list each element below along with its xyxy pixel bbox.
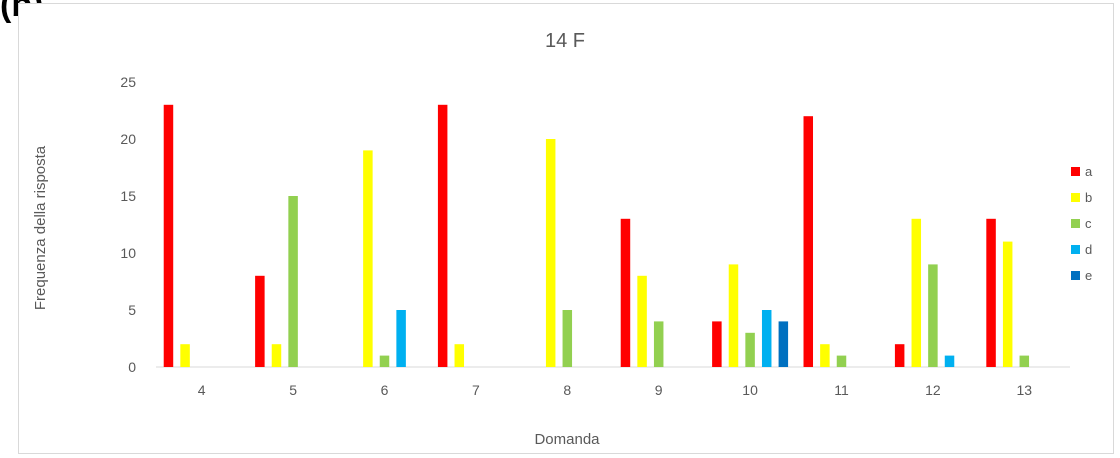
bar-c-13 xyxy=(1019,355,1030,367)
bar-c-8 xyxy=(562,310,573,367)
x-axis-label: Domanda xyxy=(534,431,600,448)
legend-label-e: e xyxy=(1085,268,1092,283)
bar-c-9 xyxy=(653,321,664,367)
legend-swatch-b xyxy=(1071,193,1080,202)
legend-label-b: b xyxy=(1085,190,1092,205)
x-tick-labels: 4 5 6 7 8 9 10 11 12 13 xyxy=(198,382,1032,398)
bar-c-11 xyxy=(836,355,847,367)
x-tick-label: 11 xyxy=(834,382,849,398)
x-tick-label: 12 xyxy=(925,382,941,398)
x-tick-label: 10 xyxy=(742,382,758,398)
bar-b-12 xyxy=(911,218,922,367)
bar-c-5 xyxy=(288,196,298,367)
bar-b-9 xyxy=(637,275,647,367)
bar-a-5 xyxy=(255,275,265,367)
bar-series-group xyxy=(163,104,1030,368)
x-tick-label: 5 xyxy=(289,382,297,398)
legend-swatch-e xyxy=(1071,271,1080,280)
chart-frame xyxy=(18,3,1114,454)
x-tick-label: 9 xyxy=(655,382,663,398)
bar-b-8 xyxy=(545,139,556,367)
legend-swatch-c xyxy=(1071,219,1080,228)
y-tick-label: 20 xyxy=(120,131,136,147)
legend-label-c: c xyxy=(1085,216,1092,231)
legend-swatch-a xyxy=(1071,167,1080,176)
bar-a-13 xyxy=(986,218,996,367)
chart-title: 14 F xyxy=(545,30,585,52)
legend-swatch-d xyxy=(1071,245,1080,254)
bar-a-10 xyxy=(712,321,722,367)
y-axis-label: Frequenza della risposta xyxy=(32,145,49,310)
legend-label-d: d xyxy=(1085,242,1092,257)
y-tick-labels: 0 5 10 15 20 25 xyxy=(120,74,136,375)
bar-b-11 xyxy=(820,344,830,367)
bar-d-6 xyxy=(396,310,406,367)
y-tick-label: 10 xyxy=(120,245,136,261)
bar-a-11 xyxy=(803,116,814,367)
bar-a-7 xyxy=(437,104,448,368)
bar-b-13 xyxy=(1002,241,1013,367)
legend-label-a: a xyxy=(1085,164,1093,179)
bar-c-6 xyxy=(379,355,390,367)
bar-d-10 xyxy=(761,310,772,367)
y-tick-label: 15 xyxy=(120,188,136,204)
y-tick-label: 25 xyxy=(120,74,136,90)
x-tick-label: 7 xyxy=(472,382,480,398)
x-tick-label: 4 xyxy=(198,382,206,398)
bar-b-4 xyxy=(180,344,190,367)
bar-b-10 xyxy=(728,264,739,367)
bar-e-10 xyxy=(778,321,789,367)
bar-b-5 xyxy=(271,344,282,367)
bar-c-10 xyxy=(745,332,755,367)
bar-b-7 xyxy=(454,344,465,367)
bar-a-9 xyxy=(620,218,631,367)
bar-a-4 xyxy=(163,104,174,368)
x-tick-label: 8 xyxy=(563,382,571,398)
bar-b-6 xyxy=(363,150,373,367)
y-tick-label: 5 xyxy=(128,302,136,318)
x-tick-label: 6 xyxy=(381,382,389,398)
bar-a-12 xyxy=(894,344,905,367)
bar-d-12 xyxy=(944,355,955,367)
x-tick-label: 13 xyxy=(1017,382,1033,398)
y-tick-label: 0 xyxy=(128,359,136,375)
bar-c-12 xyxy=(928,264,938,367)
